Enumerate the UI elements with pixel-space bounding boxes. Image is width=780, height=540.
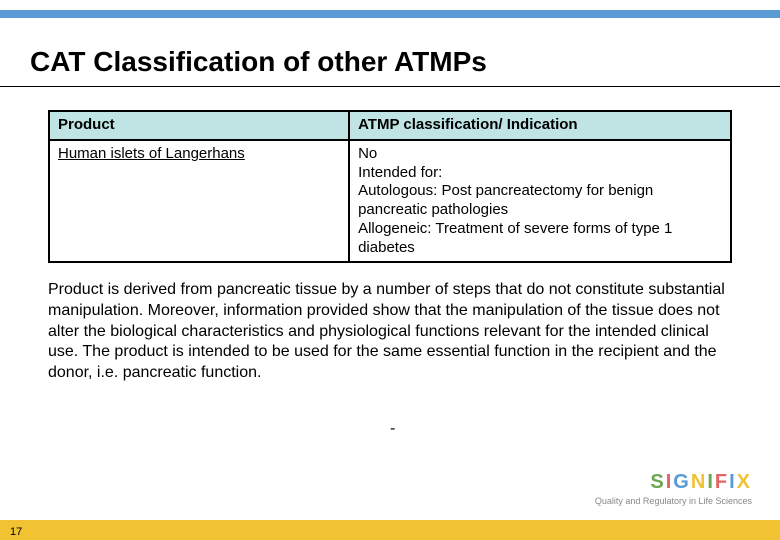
classification-table: Product ATMP classification/ Indication … [48,110,732,263]
body-paragraph: Product is derived from pancreatic tissu… [48,280,732,384]
brand-logo: SIGNIFIX Quality and Regulatory in Life … [595,471,752,506]
cell-classification: No Intended for: Autologous: Post pancre… [349,140,731,263]
slide-title: CAT Classification of other ATMPs [30,46,487,78]
logo-name: SIGNIFIX [595,471,752,494]
top-accent-bar [0,10,780,18]
dash-separator: - [390,420,395,438]
logo-tagline: Quality and Regulatory in Life Sciences [595,496,752,506]
title-underline [0,86,780,87]
footer-bar [0,520,780,540]
table-header-product: Product [49,111,349,140]
table-header-row: Product ATMP classification/ Indication [49,111,731,140]
table-row: Human islets of Langerhans No Intended f… [49,140,731,263]
page-number: 17 [10,526,22,538]
table-header-classification: ATMP classification/ Indication [349,111,731,140]
cell-product: Human islets of Langerhans [49,140,349,263]
